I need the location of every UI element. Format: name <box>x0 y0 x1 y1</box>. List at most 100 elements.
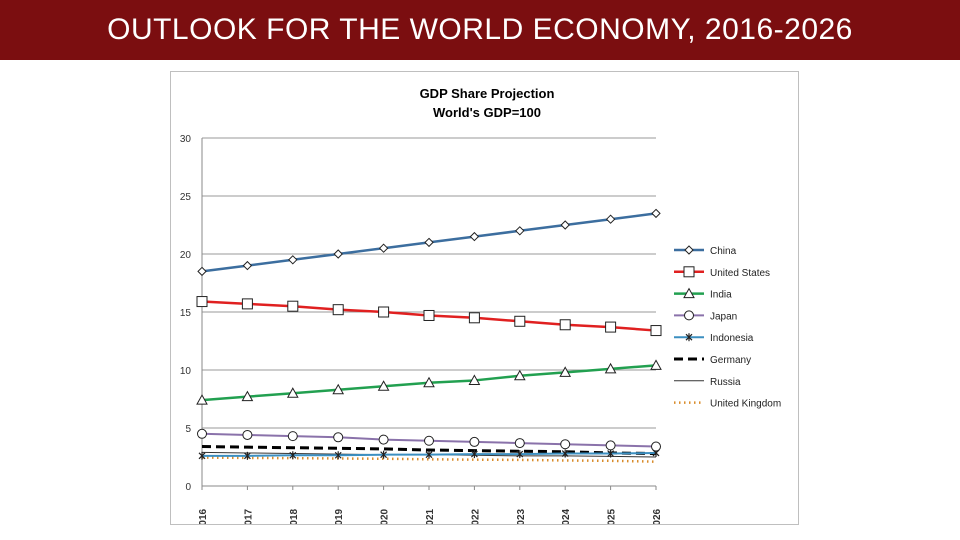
data-point-indonesia <box>380 450 388 459</box>
series-indonesia <box>198 448 660 460</box>
data-point-india <box>559 366 572 377</box>
data-point-china <box>333 249 343 259</box>
data-point-japan <box>242 429 253 440</box>
data-point-indonesia <box>289 451 297 460</box>
data-point-indonesia <box>198 451 206 460</box>
data-point-japan <box>469 436 480 447</box>
data-point-united-states <box>605 321 617 333</box>
data-point-india <box>513 369 526 381</box>
legend-label: India <box>710 290 732 301</box>
data-point-india <box>332 383 345 395</box>
data-point-japan <box>424 435 434 446</box>
x-tick-label: 2026 <box>652 508 663 524</box>
data-point-united-states <box>287 300 299 312</box>
y-tick-label: 0 <box>185 482 191 493</box>
data-point-japan <box>287 431 298 442</box>
legend-label: Germany <box>710 355 751 366</box>
data-point-japan <box>197 428 207 439</box>
y-tick-label: 30 <box>180 134 192 145</box>
legend-marker <box>683 287 695 299</box>
series-united-states <box>196 296 662 337</box>
data-point-china <box>288 255 298 265</box>
chart-frame: GDP Share Projection World's GDP=100 0 5 1… <box>170 71 799 525</box>
y-tick-label: 20 <box>180 250 192 261</box>
legend-item-russia: Russia <box>674 377 741 388</box>
x-tick-label: 2024 <box>561 508 572 524</box>
legend-item-indonesia: Indonesia <box>674 333 754 344</box>
legend-item-united-kingdom: United Kingdom <box>674 399 781 410</box>
gdp-share-chart: GDP Share Projection World's GDP=100 0 5 1… <box>180 86 781 524</box>
data-point-united-states <box>468 312 480 324</box>
data-point-japan <box>651 441 661 452</box>
legend-item-united-states: United States <box>674 266 770 279</box>
data-point-japan <box>560 439 571 450</box>
data-point-indonesia <box>334 451 342 460</box>
data-point-indonesia <box>607 449 615 458</box>
data-point-china <box>424 237 434 248</box>
data-point-china <box>242 260 253 271</box>
slide-title: OUTLOOK FOR THE WORLD ECONOMY, 2016-2026 <box>107 13 853 46</box>
chart-title-line1: GDP Share Projection <box>420 86 555 101</box>
series-united-kingdom <box>201 456 657 463</box>
data-point-china <box>560 220 570 230</box>
data-point-japan <box>514 438 525 449</box>
data-point-india <box>468 374 481 385</box>
data-point-china <box>651 208 661 219</box>
data-point-united-states <box>559 319 571 331</box>
x-tick-label: 2021 <box>425 508 436 524</box>
x-tick-label: 2017 <box>243 508 254 524</box>
legend-item-japan: Japan <box>674 310 737 322</box>
x-tick-label: 2023 <box>516 508 527 524</box>
data-point-indonesia <box>561 449 569 458</box>
x-tick-label: 2016 <box>198 508 209 524</box>
legend-label: Japan <box>710 311 737 322</box>
legend-label: United Kingdom <box>710 399 781 410</box>
data-point-china <box>197 266 207 277</box>
data-point-india <box>196 394 208 405</box>
legend-label: Indonesia <box>710 333 754 344</box>
legend-label: United States <box>710 268 770 279</box>
legend-label: Russia <box>710 377 741 388</box>
data-point-united-states <box>423 309 435 321</box>
data-point-china <box>378 243 389 253</box>
series-japan <box>197 428 661 452</box>
legend-item-germany: Germany <box>674 355 751 366</box>
data-point-united-states <box>332 304 344 316</box>
data-point-united-states <box>378 306 390 318</box>
legend-label: China <box>710 246 737 257</box>
legend-marker <box>684 310 694 321</box>
y-tick-label: 15 <box>180 308 192 319</box>
data-point-india <box>604 362 617 374</box>
data-point-japan <box>378 434 389 445</box>
chart-title-line2: World's GDP=100 <box>433 105 541 120</box>
data-point-india <box>286 387 299 398</box>
data-point-united-states <box>196 296 208 308</box>
legend-marker <box>684 245 694 255</box>
y-tick-label: 25 <box>180 192 192 203</box>
data-point-india <box>241 390 254 402</box>
data-point-indonesia <box>425 450 433 459</box>
legend-item-china: China <box>674 245 737 257</box>
x-tick-label: 2025 <box>607 508 618 524</box>
data-point-china <box>605 214 616 224</box>
x-tick-label: 2018 <box>289 508 300 524</box>
data-point-china <box>469 231 480 242</box>
data-point-india <box>423 376 435 388</box>
y-tick-label: 5 <box>185 424 191 435</box>
data-point-indonesia <box>516 450 524 459</box>
data-point-indonesia <box>470 450 478 459</box>
x-tick-label: 2019 <box>334 508 345 524</box>
series-line-germany <box>201 445 657 456</box>
series-germany <box>201 445 657 456</box>
series-layer <box>196 208 662 463</box>
data-point-india <box>377 380 390 391</box>
data-point-united-states <box>650 325 662 337</box>
legend: China United States India Japan Indonesia Ger… <box>674 245 781 410</box>
y-tick-label: 10 <box>180 366 192 377</box>
data-point-united-states <box>241 298 253 310</box>
data-point-india <box>650 359 662 370</box>
legend-item-india: India <box>674 287 732 301</box>
data-point-japan <box>605 440 616 451</box>
data-point-indonesia <box>243 451 251 460</box>
